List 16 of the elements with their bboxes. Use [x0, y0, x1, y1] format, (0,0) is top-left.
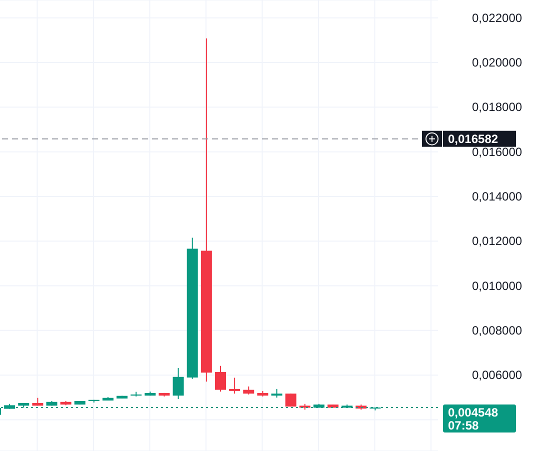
candlestick: [215, 365, 226, 392]
ref-line-label: 0,004548: [448, 406, 498, 420]
y-tick-label: 0,006000: [472, 368, 522, 382]
y-tick-label: 0,008000: [472, 323, 522, 338]
y-tick-label: 0,020000: [472, 56, 522, 70]
candlestick: [172, 367, 184, 400]
text: 07:58: [448, 418, 480, 433]
y-tick-label: 0,014000: [472, 189, 522, 204]
y-tick-label: 0,012000: [472, 234, 522, 248]
candlestick: [285, 393, 296, 408]
y-tick-label: 0,018000: [472, 100, 522, 114]
candlestick: [229, 377, 240, 394]
ref-line-label: 0,016582: [448, 132, 498, 146]
y-tick-label: 0,010000: [472, 278, 522, 293]
y-tick-label: 0,022000: [472, 10, 522, 25]
y-tick-label: 0,016000: [472, 144, 522, 159]
